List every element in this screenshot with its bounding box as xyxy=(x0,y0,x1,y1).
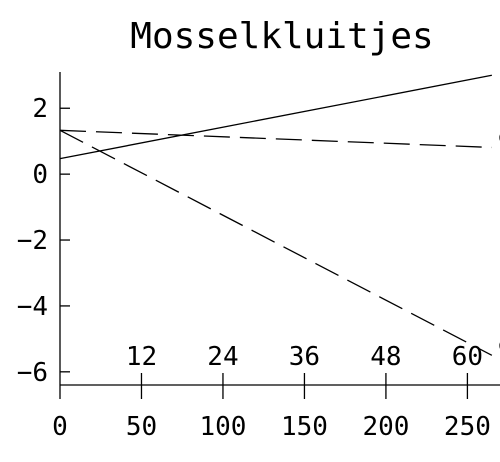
x-tick-label: 150 xyxy=(281,412,328,442)
series-line-3 xyxy=(59,129,493,356)
secondary-x-tick-label: 24 xyxy=(207,342,238,372)
x-tick-label: 100 xyxy=(199,412,246,442)
secondary-x-tick-label: 48 xyxy=(370,342,401,372)
y-tick-label: 0 xyxy=(32,160,48,190)
series-end-label: 99 xyxy=(498,335,500,363)
y-tick-label: −6 xyxy=(17,358,48,388)
y-axis-ticks: 2 0 −2 −4 −6 xyxy=(17,94,70,388)
secondary-x-tick-label: 60 xyxy=(452,342,483,372)
secondary-x-tick-label: 36 xyxy=(289,342,320,372)
series-line-1 xyxy=(59,74,492,160)
plot-area: 98 99 xyxy=(59,74,500,363)
chart-title: Mosselkluitjes xyxy=(130,16,433,57)
y-tick-label: −2 xyxy=(17,226,48,256)
x-tick-label: 50 xyxy=(126,412,157,442)
series-end-label: 98 xyxy=(498,127,500,155)
x-tick-label: 0 xyxy=(52,412,68,442)
x-axis-ticks: 0 50 100 150 200 250 xyxy=(52,385,491,442)
x-tick-label: 200 xyxy=(362,412,409,442)
series-line-2 xyxy=(59,129,492,149)
y-tick-label: −4 xyxy=(17,292,48,322)
y-tick-label: 2 xyxy=(32,94,48,124)
secondary-x-tick-label: 12 xyxy=(126,342,157,372)
x-tick-label: 250 xyxy=(444,412,491,442)
secondary-x-axis-ticks: 12 24 36 48 60 xyxy=(126,342,483,385)
